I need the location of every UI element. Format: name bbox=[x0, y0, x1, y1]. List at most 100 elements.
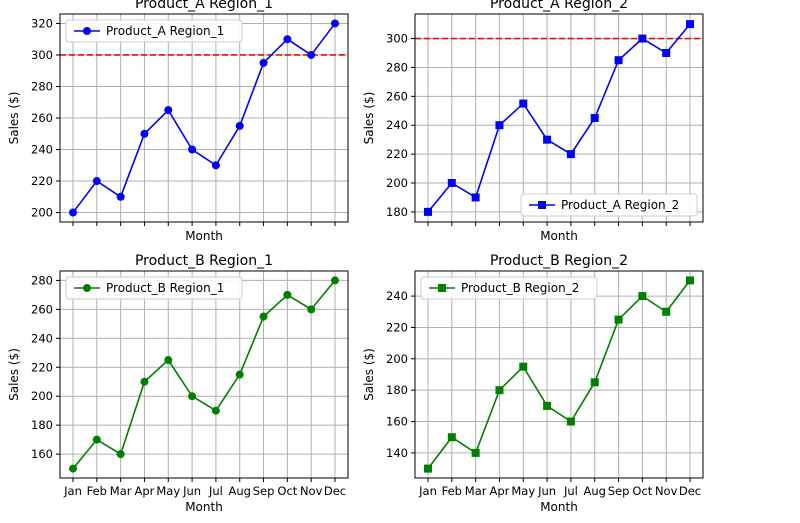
x-tick-label: Jul bbox=[208, 484, 223, 498]
y-tick-label: 240 bbox=[386, 118, 408, 132]
y-tick-label: 260 bbox=[386, 89, 408, 103]
data-point bbox=[188, 392, 197, 401]
y-tick-label: 240 bbox=[386, 289, 408, 303]
data-point bbox=[116, 450, 125, 459]
x-tick-label: Oct bbox=[632, 484, 652, 498]
data-point bbox=[259, 312, 268, 321]
data-point bbox=[447, 433, 456, 442]
data-point bbox=[686, 20, 694, 29]
data-point bbox=[283, 35, 292, 44]
data-point bbox=[543, 135, 552, 144]
y-axis-label: Sales ($) bbox=[7, 348, 21, 401]
y-tick-label: 260 bbox=[31, 302, 53, 316]
data-point bbox=[283, 290, 292, 299]
y-tick-label: 300 bbox=[386, 32, 408, 46]
x-axis-label: Month bbox=[540, 229, 578, 243]
x-tick-label: Nov bbox=[655, 484, 678, 498]
data-point bbox=[566, 417, 575, 426]
data-point bbox=[543, 401, 552, 410]
y-tick-label: 220 bbox=[386, 320, 408, 334]
y-tick-label: 240 bbox=[31, 143, 53, 157]
subplot-2: Product_A Region_2 180 200 220 240 260 280 300 M… bbox=[362, 0, 704, 243]
data-point bbox=[662, 49, 671, 57]
legend-marker bbox=[83, 27, 91, 35]
data-point bbox=[614, 315, 623, 324]
legend-label: Product_A Region_1 bbox=[106, 24, 224, 38]
x-tick-label: May bbox=[511, 484, 535, 498]
data-point bbox=[495, 386, 504, 395]
data-point bbox=[307, 305, 316, 314]
series-line bbox=[427, 23, 691, 213]
data-point bbox=[471, 448, 480, 457]
x-tick-label: Apr bbox=[135, 484, 155, 498]
y-tick-label: 220 bbox=[31, 360, 53, 374]
subplot-3: Product_B Region_1 Jan Feb Mar Apr May Jun Jul A… bbox=[7, 253, 349, 514]
data-point bbox=[495, 121, 504, 130]
legend: Product_A Region_2 bbox=[520, 193, 698, 217]
x-tick-label: Dec bbox=[679, 484, 701, 498]
series-line bbox=[427, 279, 691, 470]
y-tick-label: 280 bbox=[31, 273, 53, 287]
x-tick-label: Sep bbox=[608, 484, 630, 498]
data-point bbox=[447, 179, 456, 187]
grid-lines bbox=[60, 14, 348, 222]
legend-box bbox=[520, 193, 698, 217]
data-point bbox=[471, 193, 480, 202]
y-tick-label: 180 bbox=[386, 205, 408, 219]
y-tick-label: 280 bbox=[386, 60, 408, 74]
y-tick-label: 160 bbox=[31, 447, 53, 461]
subplot-4: Product_B Region_2 Jan Feb Mar Apr May Jun Jul A… bbox=[362, 253, 704, 514]
data-point bbox=[614, 56, 623, 65]
y-tick-label: 300 bbox=[31, 48, 53, 62]
data-point bbox=[424, 464, 432, 473]
grid-lines bbox=[415, 271, 703, 478]
legend-marker bbox=[83, 284, 91, 292]
legend-box bbox=[420, 276, 598, 300]
x-tick-label: Aug bbox=[583, 484, 605, 498]
data-point bbox=[235, 370, 244, 379]
x-tick-label: Jun bbox=[182, 484, 201, 498]
x-tick-label: Sep bbox=[253, 484, 275, 498]
data-point bbox=[164, 356, 173, 365]
legend-label: Product_B Region_2 bbox=[461, 281, 579, 295]
data-point bbox=[331, 276, 339, 285]
legend-box bbox=[65, 19, 243, 43]
data-point bbox=[235, 121, 244, 130]
data-point bbox=[188, 145, 197, 154]
y-axis-label: Sales ($) bbox=[7, 92, 21, 145]
data-point bbox=[69, 464, 77, 473]
y-tick-label: 160 bbox=[386, 415, 408, 429]
y-axis-label: Sales ($) bbox=[362, 92, 376, 145]
y-axis-label: Sales ($) bbox=[362, 348, 376, 401]
x-tick-label: Jan bbox=[63, 484, 82, 498]
x-tick-label: Dec bbox=[324, 484, 346, 498]
chart-title: Product_A Region_2 bbox=[490, 0, 628, 12]
x-tick-label: Jan bbox=[418, 484, 437, 498]
x-tick-label: Apr bbox=[490, 484, 510, 498]
legend-marker bbox=[438, 284, 446, 292]
y-tick-label: 260 bbox=[31, 111, 53, 125]
x-tick-label: Nov bbox=[300, 484, 323, 498]
x-tick-label: Feb bbox=[442, 484, 462, 498]
legend: Product_B Region_2 bbox=[420, 276, 598, 300]
x-axis-label: Month bbox=[185, 229, 223, 243]
x-tick-label: Mar bbox=[465, 484, 487, 498]
data-point bbox=[424, 207, 432, 216]
legend: Product_B Region_1 bbox=[65, 276, 243, 300]
data-point bbox=[519, 99, 528, 108]
y-tick-label: 180 bbox=[386, 383, 408, 397]
y-tick-label: 200 bbox=[31, 389, 53, 403]
legend-box bbox=[65, 276, 243, 300]
data-point bbox=[307, 50, 316, 59]
data-point bbox=[164, 106, 173, 115]
data-point bbox=[590, 378, 599, 387]
data-point bbox=[686, 276, 694, 285]
series-line bbox=[72, 22, 336, 214]
x-axis-label: Month bbox=[540, 500, 578, 514]
x-axis-label: Month bbox=[185, 500, 223, 514]
legend-marker bbox=[538, 201, 546, 209]
data-point bbox=[211, 161, 220, 170]
data-point bbox=[566, 150, 575, 159]
x-tick-label: Jun bbox=[537, 484, 556, 498]
